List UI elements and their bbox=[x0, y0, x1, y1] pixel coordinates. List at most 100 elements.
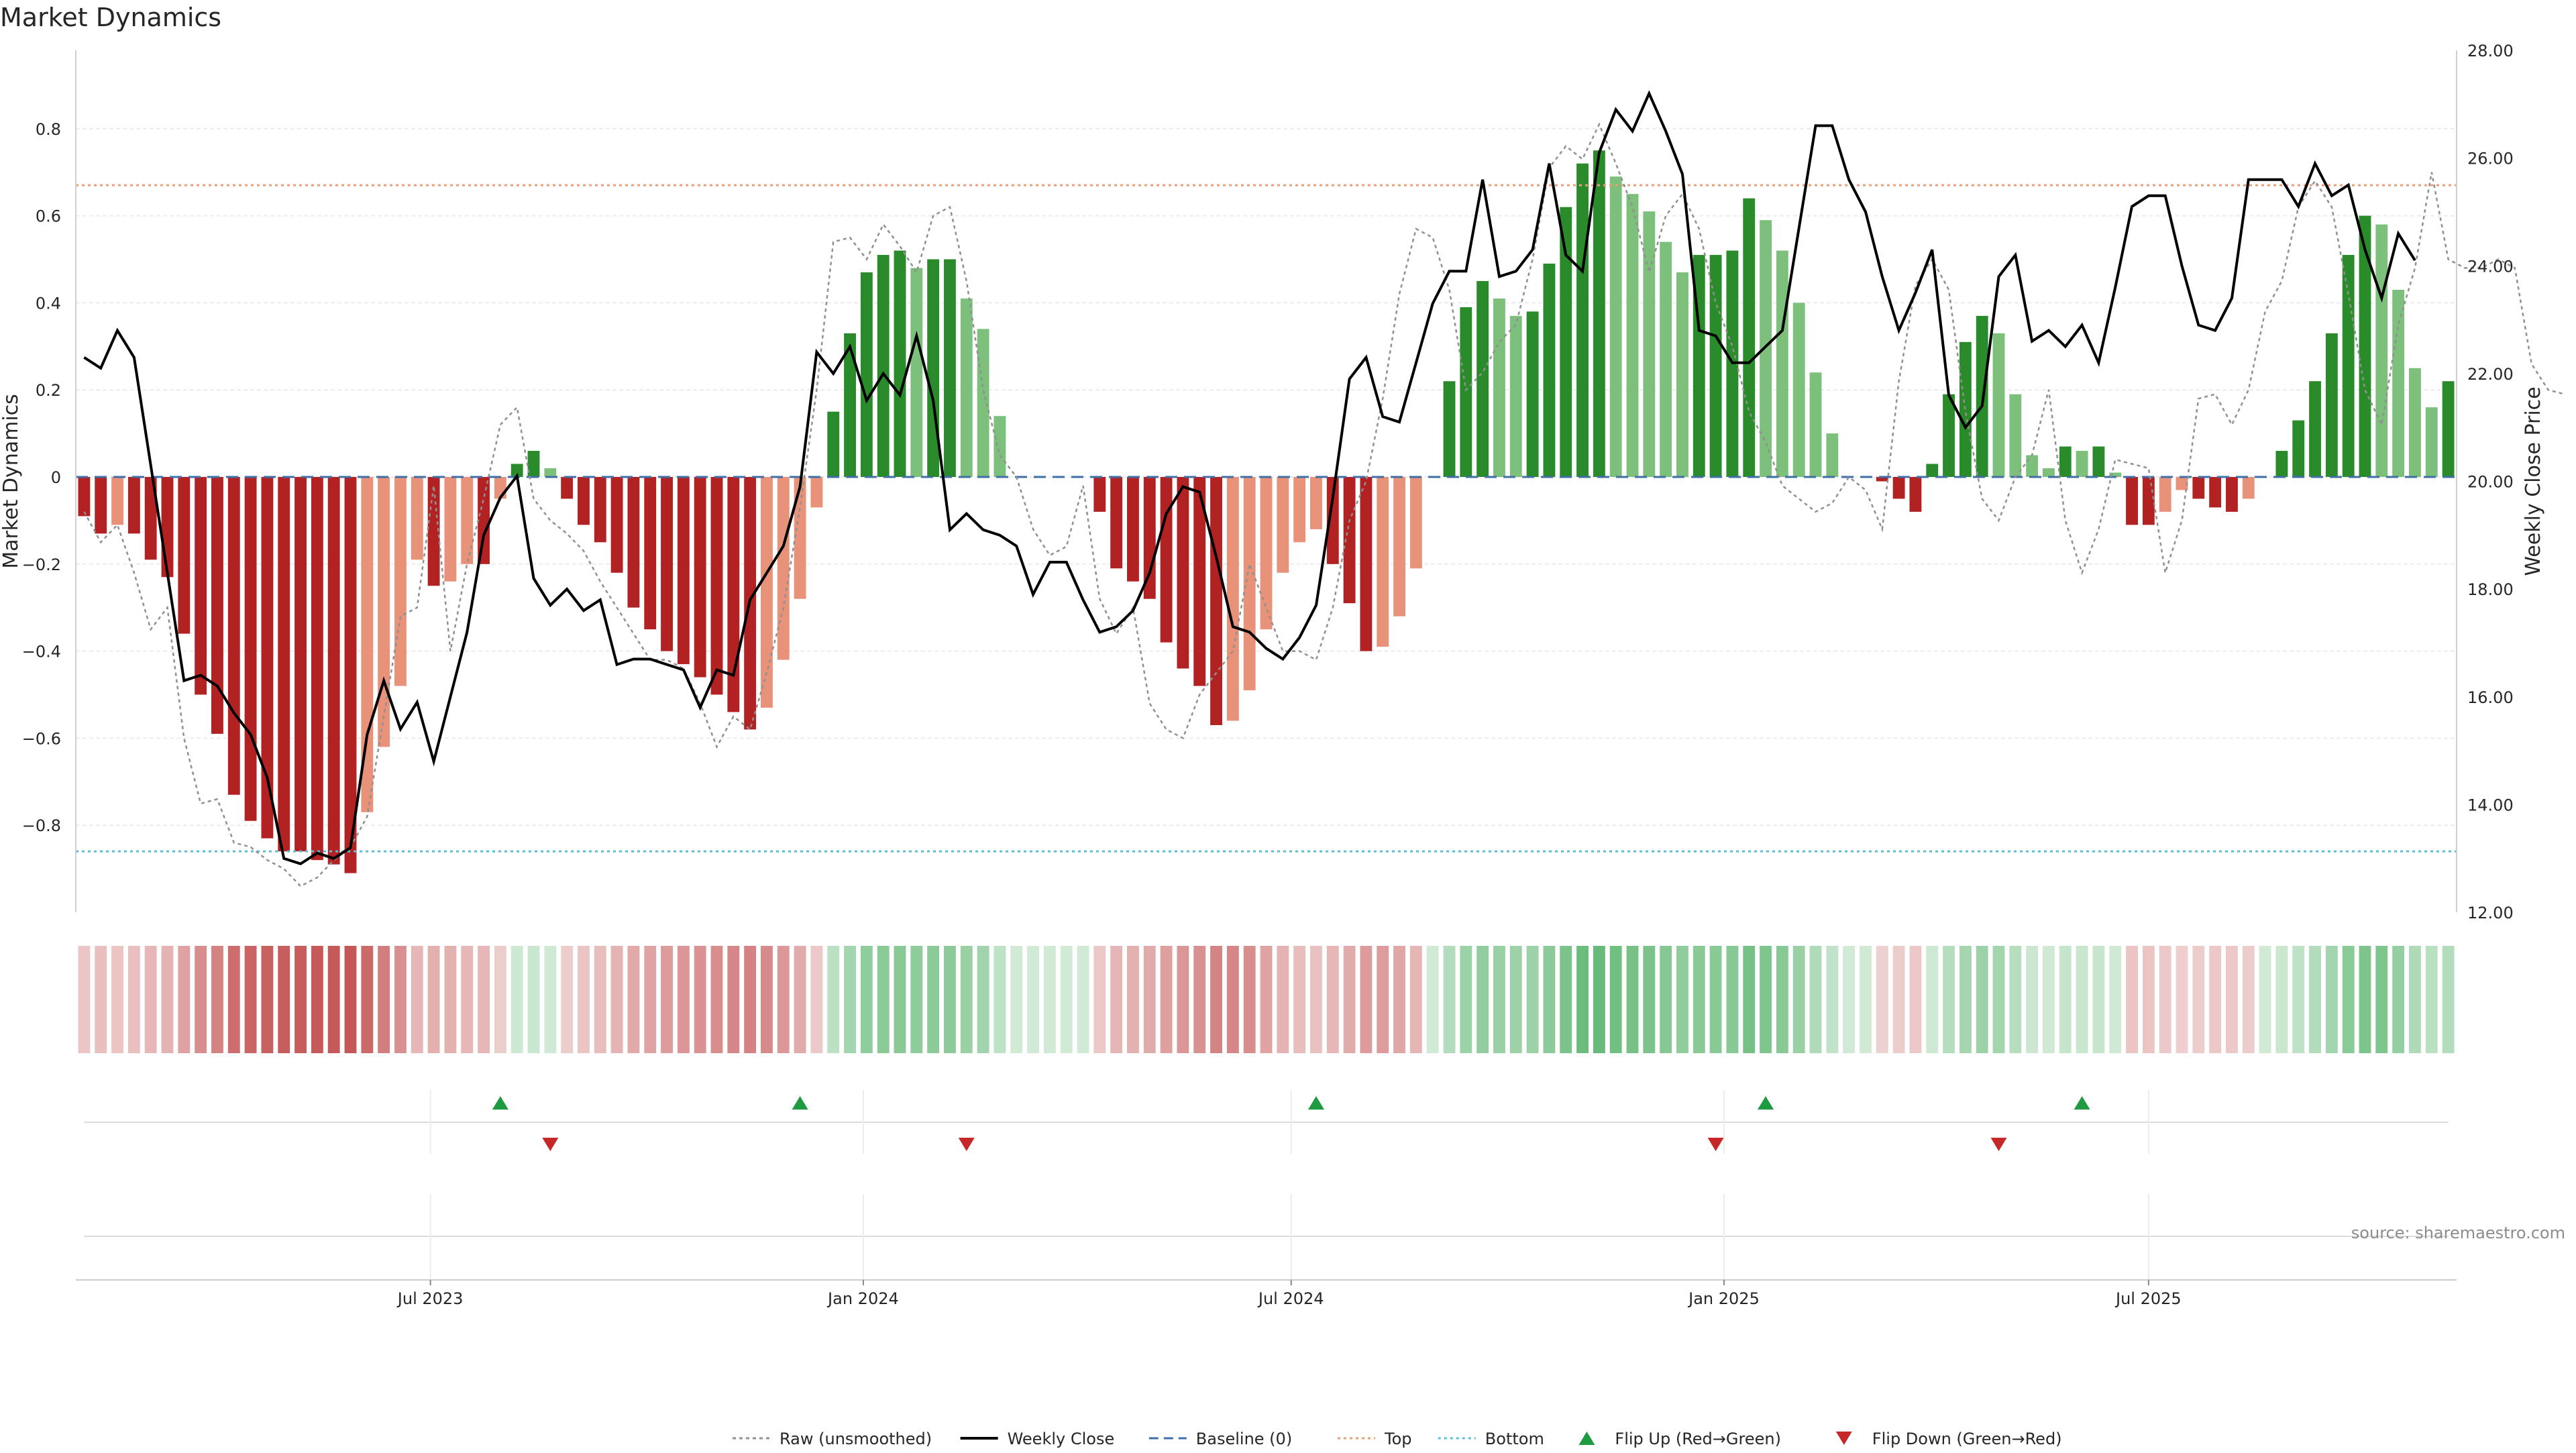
dynamics-bar bbox=[1959, 341, 1972, 478]
bars-layer bbox=[78, 150, 2455, 873]
dynamics-bar bbox=[2026, 455, 2039, 478]
heat-strip-cell bbox=[1443, 946, 1456, 1053]
heat-strip-cell bbox=[2226, 946, 2238, 1053]
heat-strip-cell bbox=[1393, 946, 1405, 1053]
heat-strip-cell bbox=[1143, 946, 1156, 1053]
dynamics-bar bbox=[1093, 477, 1106, 512]
legend-label: Baseline (0) bbox=[1196, 1430, 1292, 1448]
dynamics-bar bbox=[1560, 207, 1572, 478]
flip-down-marker bbox=[1707, 1138, 1724, 1151]
heat-strip-cell bbox=[311, 946, 323, 1053]
heat-strip-cell bbox=[1892, 946, 1905, 1053]
dynamics-bar bbox=[1127, 477, 1139, 582]
dynamics-bar bbox=[461, 477, 474, 564]
heat-strip-cell bbox=[227, 946, 240, 1053]
dynamics-bar bbox=[511, 464, 523, 478]
dynamics-bar bbox=[1676, 272, 1688, 478]
y2-tick-label: 12.00 bbox=[2467, 904, 2514, 922]
heat-strip-cell bbox=[378, 946, 390, 1053]
dynamics-bar bbox=[111, 477, 123, 525]
legend-label: Top bbox=[1384, 1430, 1412, 1448]
y2-tick-label: 18.00 bbox=[2467, 580, 2514, 599]
dynamics-bar bbox=[161, 477, 174, 578]
dynamics-bar bbox=[694, 477, 706, 678]
heat-strip-cell bbox=[2076, 946, 2088, 1053]
heat-strip-cell bbox=[111, 946, 123, 1053]
heat-strip-cell bbox=[144, 946, 157, 1053]
heat-strip-cell bbox=[2359, 946, 2371, 1053]
heat-strip-cell bbox=[1127, 946, 1139, 1053]
heat-strip-cell bbox=[1477, 946, 1489, 1053]
dynamics-bar bbox=[1576, 163, 1589, 478]
dynamics-bar bbox=[1477, 280, 1489, 478]
y-tick-label: 0.8 bbox=[36, 120, 61, 139]
dynamics-bar bbox=[960, 298, 973, 478]
heat-strip-cell bbox=[761, 946, 773, 1053]
heat-strip-cell bbox=[1343, 946, 1356, 1053]
heat-strip-cell bbox=[2176, 946, 2188, 1053]
x-tick-label: Jul 2024 bbox=[1257, 1289, 1324, 1308]
legend-item: Top bbox=[1338, 1430, 1412, 1448]
dynamics-bar bbox=[2043, 468, 2055, 478]
dynamics-bar bbox=[527, 451, 540, 478]
heat-strip-cell bbox=[161, 946, 174, 1053]
dynamics-bar bbox=[727, 477, 740, 712]
heat-strip-cell bbox=[694, 946, 706, 1053]
heat-strip-cell bbox=[1792, 946, 1805, 1053]
dynamics-bar bbox=[2176, 477, 2188, 490]
y2-tick-label: 22.00 bbox=[2467, 365, 2514, 384]
dynamics-bar bbox=[1277, 477, 1289, 573]
dynamics-bar bbox=[2425, 407, 2438, 478]
dynamics-bar bbox=[2226, 477, 2238, 512]
heat-strip-cell bbox=[444, 946, 457, 1053]
heat-strip-cell bbox=[1027, 946, 1039, 1053]
dynamics-bar bbox=[1626, 194, 1639, 478]
heat-strip-cell bbox=[2109, 946, 2122, 1053]
dynamics-bar bbox=[1293, 477, 1306, 543]
dynamics-bar bbox=[2009, 394, 2022, 478]
dynamics-bar bbox=[2059, 446, 2072, 478]
dynamics-bar bbox=[860, 272, 873, 478]
dynamics-bar bbox=[1760, 220, 1772, 478]
heat-strip-cell bbox=[627, 946, 640, 1053]
dynamics-bar bbox=[2409, 368, 2421, 478]
heat-strip-cell bbox=[244, 946, 257, 1053]
dynamics-bar bbox=[1876, 477, 1888, 482]
heat-strip-cell bbox=[2442, 946, 2455, 1053]
heat-strip-cell bbox=[1709, 946, 1722, 1053]
legend-item: Raw (unsmoothed) bbox=[733, 1430, 932, 1448]
heat-strip-cell bbox=[1426, 946, 1439, 1053]
heat-strip-cell bbox=[1177, 946, 1189, 1053]
heat-strip-cell bbox=[1010, 946, 1023, 1053]
heat-strip-cell bbox=[1310, 946, 1322, 1053]
dynamics-bar bbox=[2142, 477, 2155, 525]
y-tick-label: 0.4 bbox=[36, 294, 61, 313]
heat-strip-cell bbox=[211, 946, 223, 1053]
heat-strip-cell bbox=[1110, 946, 1123, 1053]
heat-strip-cell bbox=[1760, 946, 1772, 1053]
dynamics-bar bbox=[261, 477, 274, 839]
dynamics-bar bbox=[894, 250, 906, 478]
heat-strip-cell bbox=[1060, 946, 1073, 1053]
bottom-panel: Jul 2023 Jan 2024 Jul 2024 Jan 2025 Jul 2025 bbox=[76, 1194, 2457, 1308]
heat-strip-cell bbox=[411, 946, 423, 1053]
x-tick-label: Jul 2023 bbox=[396, 1289, 464, 1308]
heat-strip-cell bbox=[511, 946, 523, 1053]
y2-tick-label: 28.00 bbox=[2467, 42, 2514, 60]
heat-strip-cell bbox=[1660, 946, 1672, 1053]
heat-strip-cell bbox=[860, 946, 873, 1053]
dynamics-bar bbox=[1409, 477, 1422, 569]
heat-strip-cell bbox=[195, 946, 207, 1053]
heat-strip-cell bbox=[1543, 946, 1556, 1053]
y2-tick-label: 24.00 bbox=[2467, 257, 2514, 276]
dynamics-bar bbox=[1443, 381, 1456, 478]
dynamics-bar bbox=[810, 477, 823, 508]
heat-strip-cell bbox=[1160, 946, 1173, 1053]
dynamics-bar bbox=[2392, 289, 2405, 478]
dynamics-bar bbox=[2192, 477, 2205, 499]
heat-strip-cell bbox=[894, 946, 906, 1053]
weekly-close-line bbox=[83, 90, 2416, 865]
dynamics-bar bbox=[2342, 255, 2355, 478]
lines-layer bbox=[76, 90, 2565, 887]
heat-strip-cell bbox=[1926, 946, 1939, 1053]
